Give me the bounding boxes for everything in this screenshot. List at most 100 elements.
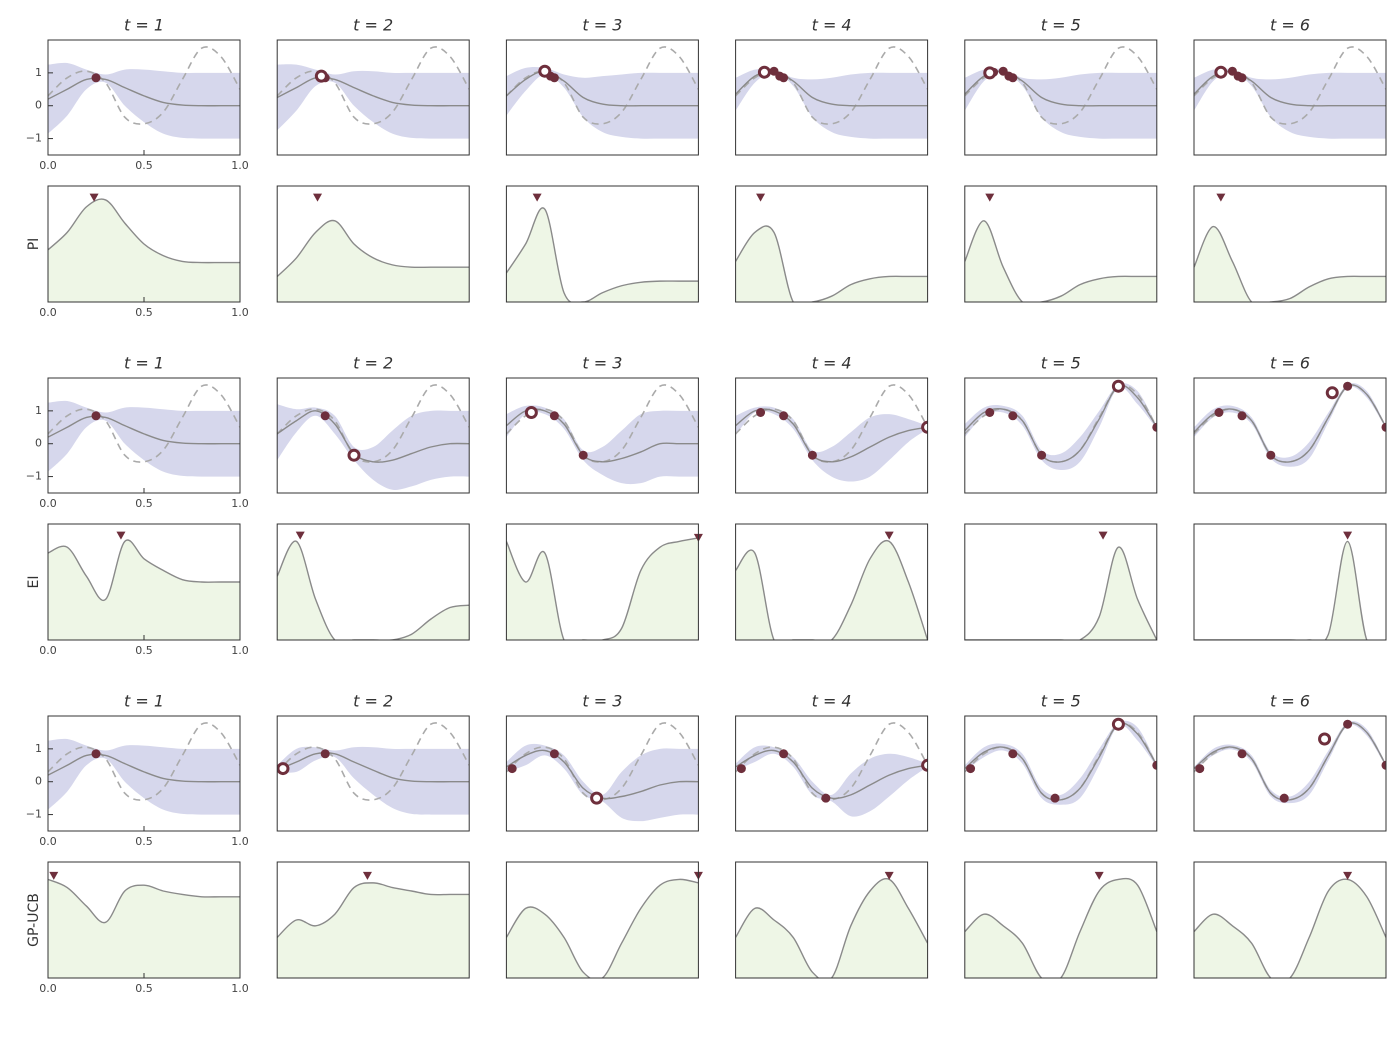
observation — [985, 408, 995, 417]
acquisition-area — [277, 882, 470, 978]
posterior-mean — [506, 408, 699, 463]
acquisition-max — [532, 193, 542, 202]
acquisition-line — [506, 537, 699, 640]
x-tick-label: 0.0 — [39, 159, 57, 172]
acquisition-area — [964, 878, 1157, 978]
observation — [320, 749, 330, 759]
acquisition-area — [1194, 879, 1386, 978]
panel-frame — [276, 377, 470, 494]
panel-frame — [505, 715, 699, 832]
row-label: GP-UCB — [26, 893, 42, 947]
gp-panel — [1194, 46, 1386, 139]
x-tick-label: 1.0 — [231, 835, 249, 848]
x-tick-label: 0.5 — [135, 644, 153, 657]
observation — [821, 793, 831, 803]
acquisition-panel — [277, 540, 470, 640]
observation — [1152, 422, 1157, 432]
acquisition-max — [313, 193, 323, 202]
acquisition-panel — [506, 878, 699, 978]
posterior-mean — [48, 415, 240, 445]
gp-panel — [735, 722, 928, 817]
acquisition-max — [1216, 193, 1226, 202]
observation — [91, 749, 101, 759]
observation — [779, 411, 789, 421]
acquisition-area — [506, 537, 699, 640]
true-function — [1194, 722, 1386, 801]
observation — [1008, 73, 1018, 83]
true-function — [277, 46, 470, 125]
acquisition-line — [964, 877, 1157, 978]
true-function — [964, 722, 1157, 801]
panel-title: t = 2 — [353, 692, 393, 711]
true-function — [48, 722, 240, 801]
latest-observation — [1111, 717, 1125, 731]
acquisition-panel — [506, 207, 699, 302]
acquisition-area — [964, 220, 1157, 302]
panel-title: t = 4 — [812, 16, 852, 35]
y-tick-label: −1 — [26, 470, 42, 483]
panel-frame — [735, 39, 929, 156]
latest-observation — [1111, 379, 1125, 393]
panel-frame — [1193, 39, 1387, 156]
y-tick-label: 1 — [35, 404, 42, 417]
observation — [1237, 749, 1247, 759]
panel-title: t = 1 — [124, 354, 164, 373]
gp-panel — [48, 384, 240, 477]
confidence-band — [735, 406, 928, 482]
panel-frame — [964, 523, 1158, 641]
acquisition-max — [295, 531, 305, 540]
gp-panel — [1194, 381, 1386, 467]
panel-title: t = 6 — [1270, 354, 1310, 373]
acquisition-area — [506, 879, 699, 978]
observation — [1381, 422, 1386, 432]
true-function — [48, 46, 240, 125]
acquisition-max — [362, 871, 372, 880]
acquisition-line — [277, 219, 470, 277]
x-tick-label: 0.5 — [135, 835, 153, 848]
observation — [1214, 408, 1224, 417]
acquisition-line — [506, 878, 699, 978]
observation — [549, 73, 559, 83]
posterior-mean — [735, 408, 928, 463]
acquisition-panel — [1194, 225, 1386, 302]
posterior-mean — [964, 384, 1157, 463]
row-label: EI — [26, 576, 42, 589]
acquisition-line — [277, 882, 470, 938]
gp-panel — [48, 46, 240, 139]
x-tick-label: 1.0 — [231, 306, 249, 319]
latest-observation — [347, 448, 361, 462]
panel-title: t = 4 — [812, 354, 852, 373]
confidence-band — [506, 67, 699, 139]
confidence-band — [48, 400, 240, 477]
confidence-band — [277, 64, 470, 139]
true-function — [964, 384, 1157, 463]
panel-title: t = 3 — [582, 16, 622, 35]
acquisition-line — [735, 539, 928, 640]
gp-panel — [735, 46, 928, 139]
x-tick-label: 1.0 — [231, 159, 249, 172]
row-label: PI — [26, 238, 42, 251]
panel-title: t = 6 — [1270, 692, 1310, 711]
acquisition-area — [735, 540, 928, 640]
panel-frame — [735, 377, 929, 494]
acquisition-max — [884, 871, 894, 880]
x-tick-label: 0.0 — [39, 306, 57, 319]
gp-panel — [1194, 719, 1386, 804]
confidence-band — [964, 383, 1157, 471]
x-tick-label: 0.0 — [39, 497, 57, 510]
posterior-mean — [277, 76, 470, 107]
confidence-band — [48, 738, 240, 815]
posterior-mean — [1194, 384, 1386, 463]
gp-panel — [506, 384, 699, 485]
true-function — [735, 722, 928, 801]
acquisition-area — [48, 879, 240, 978]
gp-panel — [735, 384, 928, 482]
acquisition-panel — [277, 219, 470, 302]
x-tick-label: 0.5 — [135, 982, 153, 995]
confidence-band — [506, 405, 699, 485]
panel-frame — [1193, 523, 1387, 641]
panel-frame — [505, 377, 699, 494]
true-function — [48, 384, 240, 463]
acquisition-max — [985, 193, 995, 202]
panel-frame — [964, 185, 1158, 303]
